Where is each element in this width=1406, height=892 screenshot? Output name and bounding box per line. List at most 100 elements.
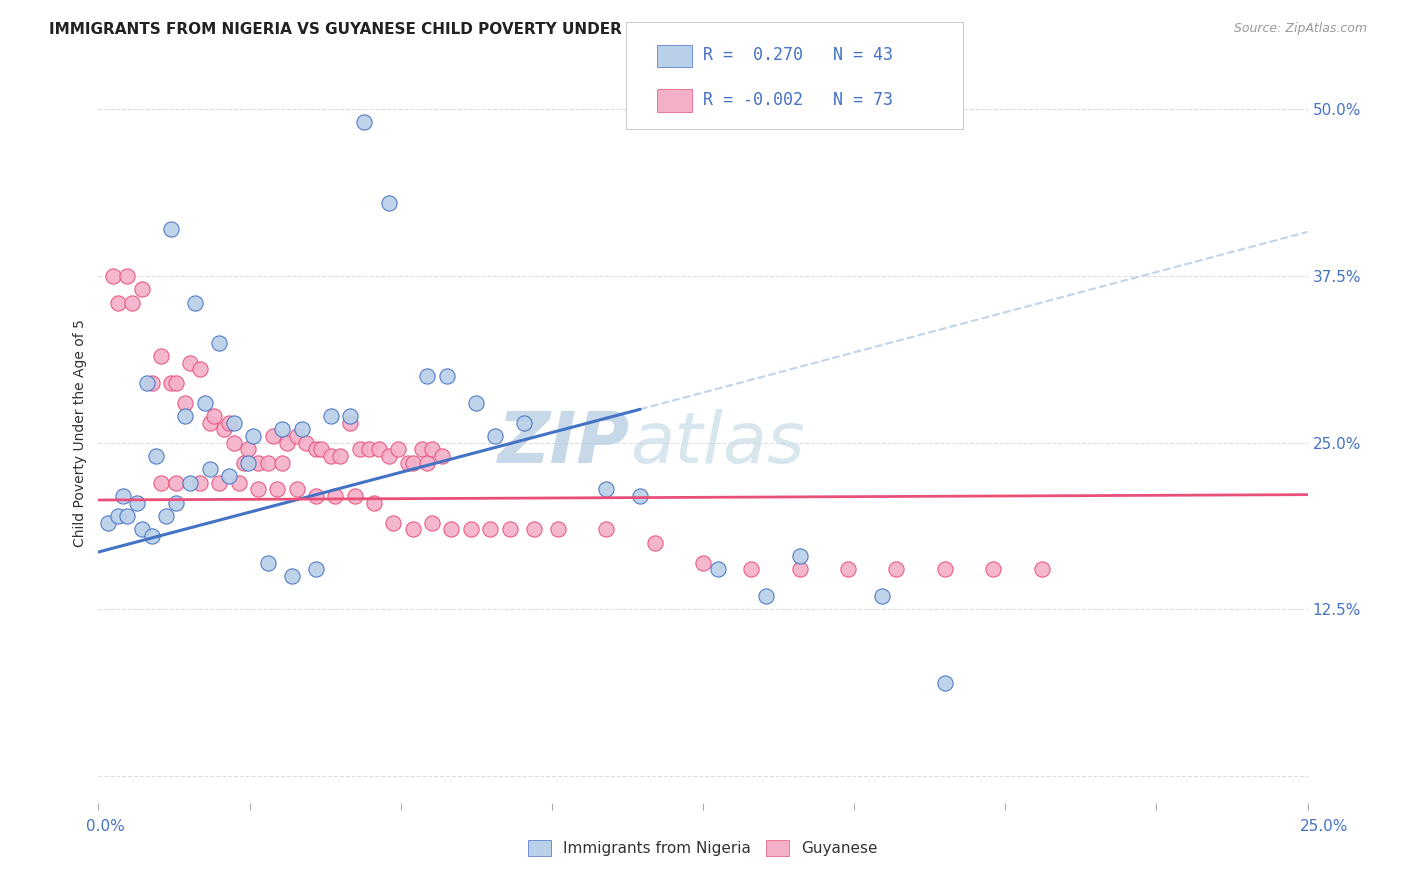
Point <box>870 589 893 603</box>
Point <box>266 483 288 497</box>
Point <box>208 475 231 490</box>
Point <box>837 562 859 576</box>
Point <box>222 416 245 430</box>
Point <box>238 456 260 470</box>
Point <box>135 376 157 390</box>
Point <box>402 522 425 536</box>
Point <box>281 569 304 583</box>
Point <box>420 516 443 530</box>
Point <box>387 442 409 457</box>
Point <box>368 442 391 457</box>
Point <box>547 522 569 536</box>
Point <box>498 522 520 536</box>
Point <box>377 195 399 210</box>
Point <box>208 335 231 350</box>
Point <box>305 442 328 457</box>
Point <box>179 475 201 490</box>
Point <box>339 416 361 430</box>
Point <box>644 535 666 549</box>
Point <box>934 562 956 576</box>
Point <box>111 489 134 503</box>
Point <box>262 429 284 443</box>
Point <box>188 362 211 376</box>
Point <box>420 442 443 457</box>
Point <box>319 449 342 463</box>
Text: R =  0.270   N = 43: R = 0.270 N = 43 <box>703 46 893 64</box>
Point <box>513 416 536 430</box>
Point <box>256 456 278 470</box>
Text: atlas: atlas <box>630 409 806 478</box>
Point <box>165 475 187 490</box>
Point <box>595 522 617 536</box>
Point <box>188 475 211 490</box>
Point <box>1031 562 1053 576</box>
Point <box>464 395 486 409</box>
Point <box>141 529 163 543</box>
Point <box>117 268 139 283</box>
Point <box>218 469 240 483</box>
Point <box>460 522 482 536</box>
Point <box>290 422 312 436</box>
Point <box>416 456 439 470</box>
Point <box>271 456 294 470</box>
Point <box>295 435 318 450</box>
Point <box>165 496 187 510</box>
Point <box>319 409 342 423</box>
Point <box>174 409 197 423</box>
Point <box>127 496 149 510</box>
Point <box>479 522 502 536</box>
Point <box>198 462 221 476</box>
Point <box>359 442 381 457</box>
Point <box>692 556 714 570</box>
Text: R = -0.002   N = 73: R = -0.002 N = 73 <box>703 91 893 109</box>
Text: ZIP: ZIP <box>498 409 630 478</box>
Point <box>97 516 120 530</box>
Point <box>430 449 453 463</box>
Point <box>204 409 226 423</box>
Point <box>165 376 187 390</box>
Point <box>353 115 375 129</box>
Point <box>628 489 651 503</box>
Point <box>198 416 221 430</box>
Point <box>247 456 270 470</box>
Point <box>150 475 173 490</box>
Point <box>285 483 308 497</box>
Point <box>440 522 463 536</box>
Point <box>377 449 399 463</box>
Point <box>305 562 328 576</box>
Point <box>141 376 163 390</box>
Point <box>523 522 546 536</box>
Y-axis label: Child Poverty Under the Age of 5: Child Poverty Under the Age of 5 <box>73 318 87 547</box>
Text: 0.0%: 0.0% <box>86 820 125 834</box>
Point <box>349 442 371 457</box>
Point <box>981 562 1004 576</box>
Point <box>339 409 361 423</box>
Point <box>285 429 308 443</box>
Point <box>121 295 143 310</box>
Text: Source: ZipAtlas.com: Source: ZipAtlas.com <box>1233 22 1367 36</box>
Point <box>402 456 425 470</box>
Point <box>886 562 908 576</box>
Point <box>131 522 153 536</box>
Point <box>160 376 183 390</box>
Point <box>107 508 129 523</box>
Point <box>436 368 458 383</box>
Point <box>305 489 328 503</box>
Point <box>329 449 352 463</box>
Point <box>595 483 617 497</box>
Point <box>150 349 173 363</box>
Point <box>155 508 177 523</box>
Point <box>411 442 433 457</box>
Point <box>309 442 332 457</box>
Point <box>740 562 762 576</box>
Point <box>242 429 264 443</box>
Point <box>363 496 385 510</box>
Point <box>228 475 250 490</box>
Point <box>160 222 183 236</box>
Point <box>107 295 129 310</box>
Point <box>276 435 298 450</box>
Point <box>247 483 270 497</box>
Point <box>184 295 207 310</box>
Point <box>131 282 153 296</box>
Point <box>174 395 197 409</box>
